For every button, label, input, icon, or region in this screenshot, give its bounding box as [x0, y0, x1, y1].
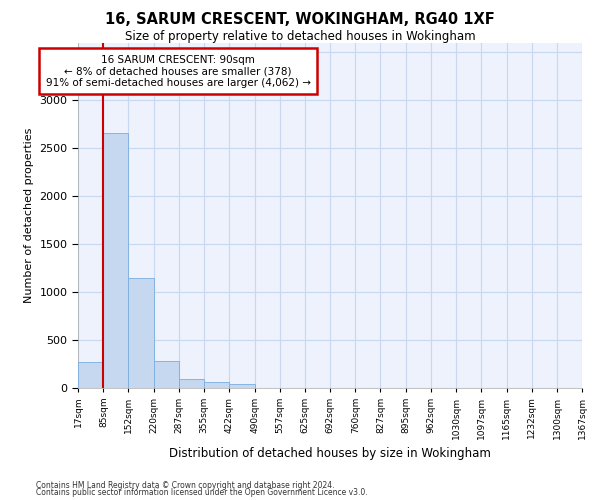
Bar: [229, 384, 254, 388]
Text: Contains HM Land Registry data © Crown copyright and database right 2024.: Contains HM Land Registry data © Crown c…: [36, 480, 335, 490]
X-axis label: Distribution of detached houses by size in Wokingham: Distribution of detached houses by size …: [169, 447, 491, 460]
Text: 16 SARUM CRESCENT: 90sqm
← 8% of detached houses are smaller (378)
91% of semi-d: 16 SARUM CRESCENT: 90sqm ← 8% of detache…: [46, 54, 311, 88]
Bar: [204, 382, 229, 388]
Bar: [154, 360, 179, 388]
Text: Size of property relative to detached houses in Wokingham: Size of property relative to detached ho…: [125, 30, 475, 43]
Text: Contains public sector information licensed under the Open Government Licence v3: Contains public sector information licen…: [36, 488, 368, 497]
Bar: [179, 379, 204, 388]
Bar: [128, 278, 154, 388]
Text: 16, SARUM CRESCENT, WOKINGHAM, RG40 1XF: 16, SARUM CRESCENT, WOKINGHAM, RG40 1XF: [105, 12, 495, 28]
Bar: [78, 362, 103, 388]
Y-axis label: Number of detached properties: Number of detached properties: [24, 128, 34, 302]
Bar: [103, 132, 128, 388]
